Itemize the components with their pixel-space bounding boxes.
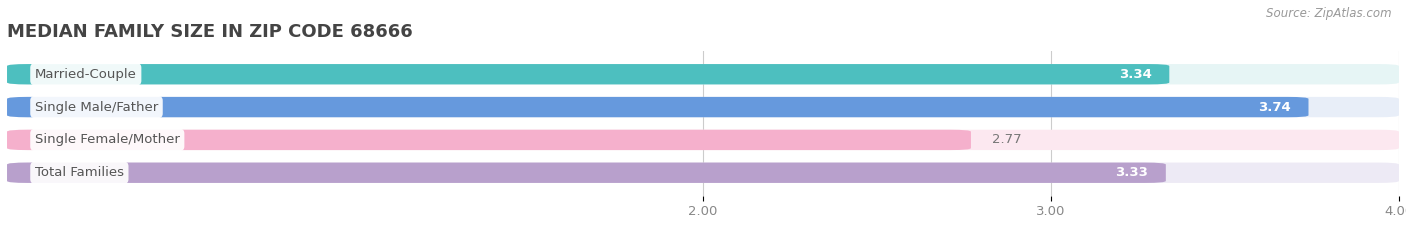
Text: Source: ZipAtlas.com: Source: ZipAtlas.com: [1267, 7, 1392, 20]
Text: Single Male/Father: Single Male/Father: [35, 101, 157, 113]
Text: MEDIAN FAMILY SIZE IN ZIP CODE 68666: MEDIAN FAMILY SIZE IN ZIP CODE 68666: [7, 23, 413, 41]
FancyBboxPatch shape: [7, 97, 1399, 117]
Text: Total Families: Total Families: [35, 166, 124, 179]
Text: 2.77: 2.77: [991, 134, 1021, 146]
FancyBboxPatch shape: [7, 130, 1399, 150]
FancyBboxPatch shape: [7, 163, 1166, 183]
Text: 3.74: 3.74: [1258, 101, 1291, 113]
FancyBboxPatch shape: [7, 130, 972, 150]
FancyBboxPatch shape: [7, 163, 1399, 183]
FancyBboxPatch shape: [7, 64, 1170, 84]
Text: 3.34: 3.34: [1119, 68, 1152, 81]
FancyBboxPatch shape: [7, 97, 1309, 117]
Text: Single Female/Mother: Single Female/Mother: [35, 134, 180, 146]
FancyBboxPatch shape: [7, 64, 1399, 84]
Text: Married-Couple: Married-Couple: [35, 68, 136, 81]
Text: 3.33: 3.33: [1115, 166, 1149, 179]
